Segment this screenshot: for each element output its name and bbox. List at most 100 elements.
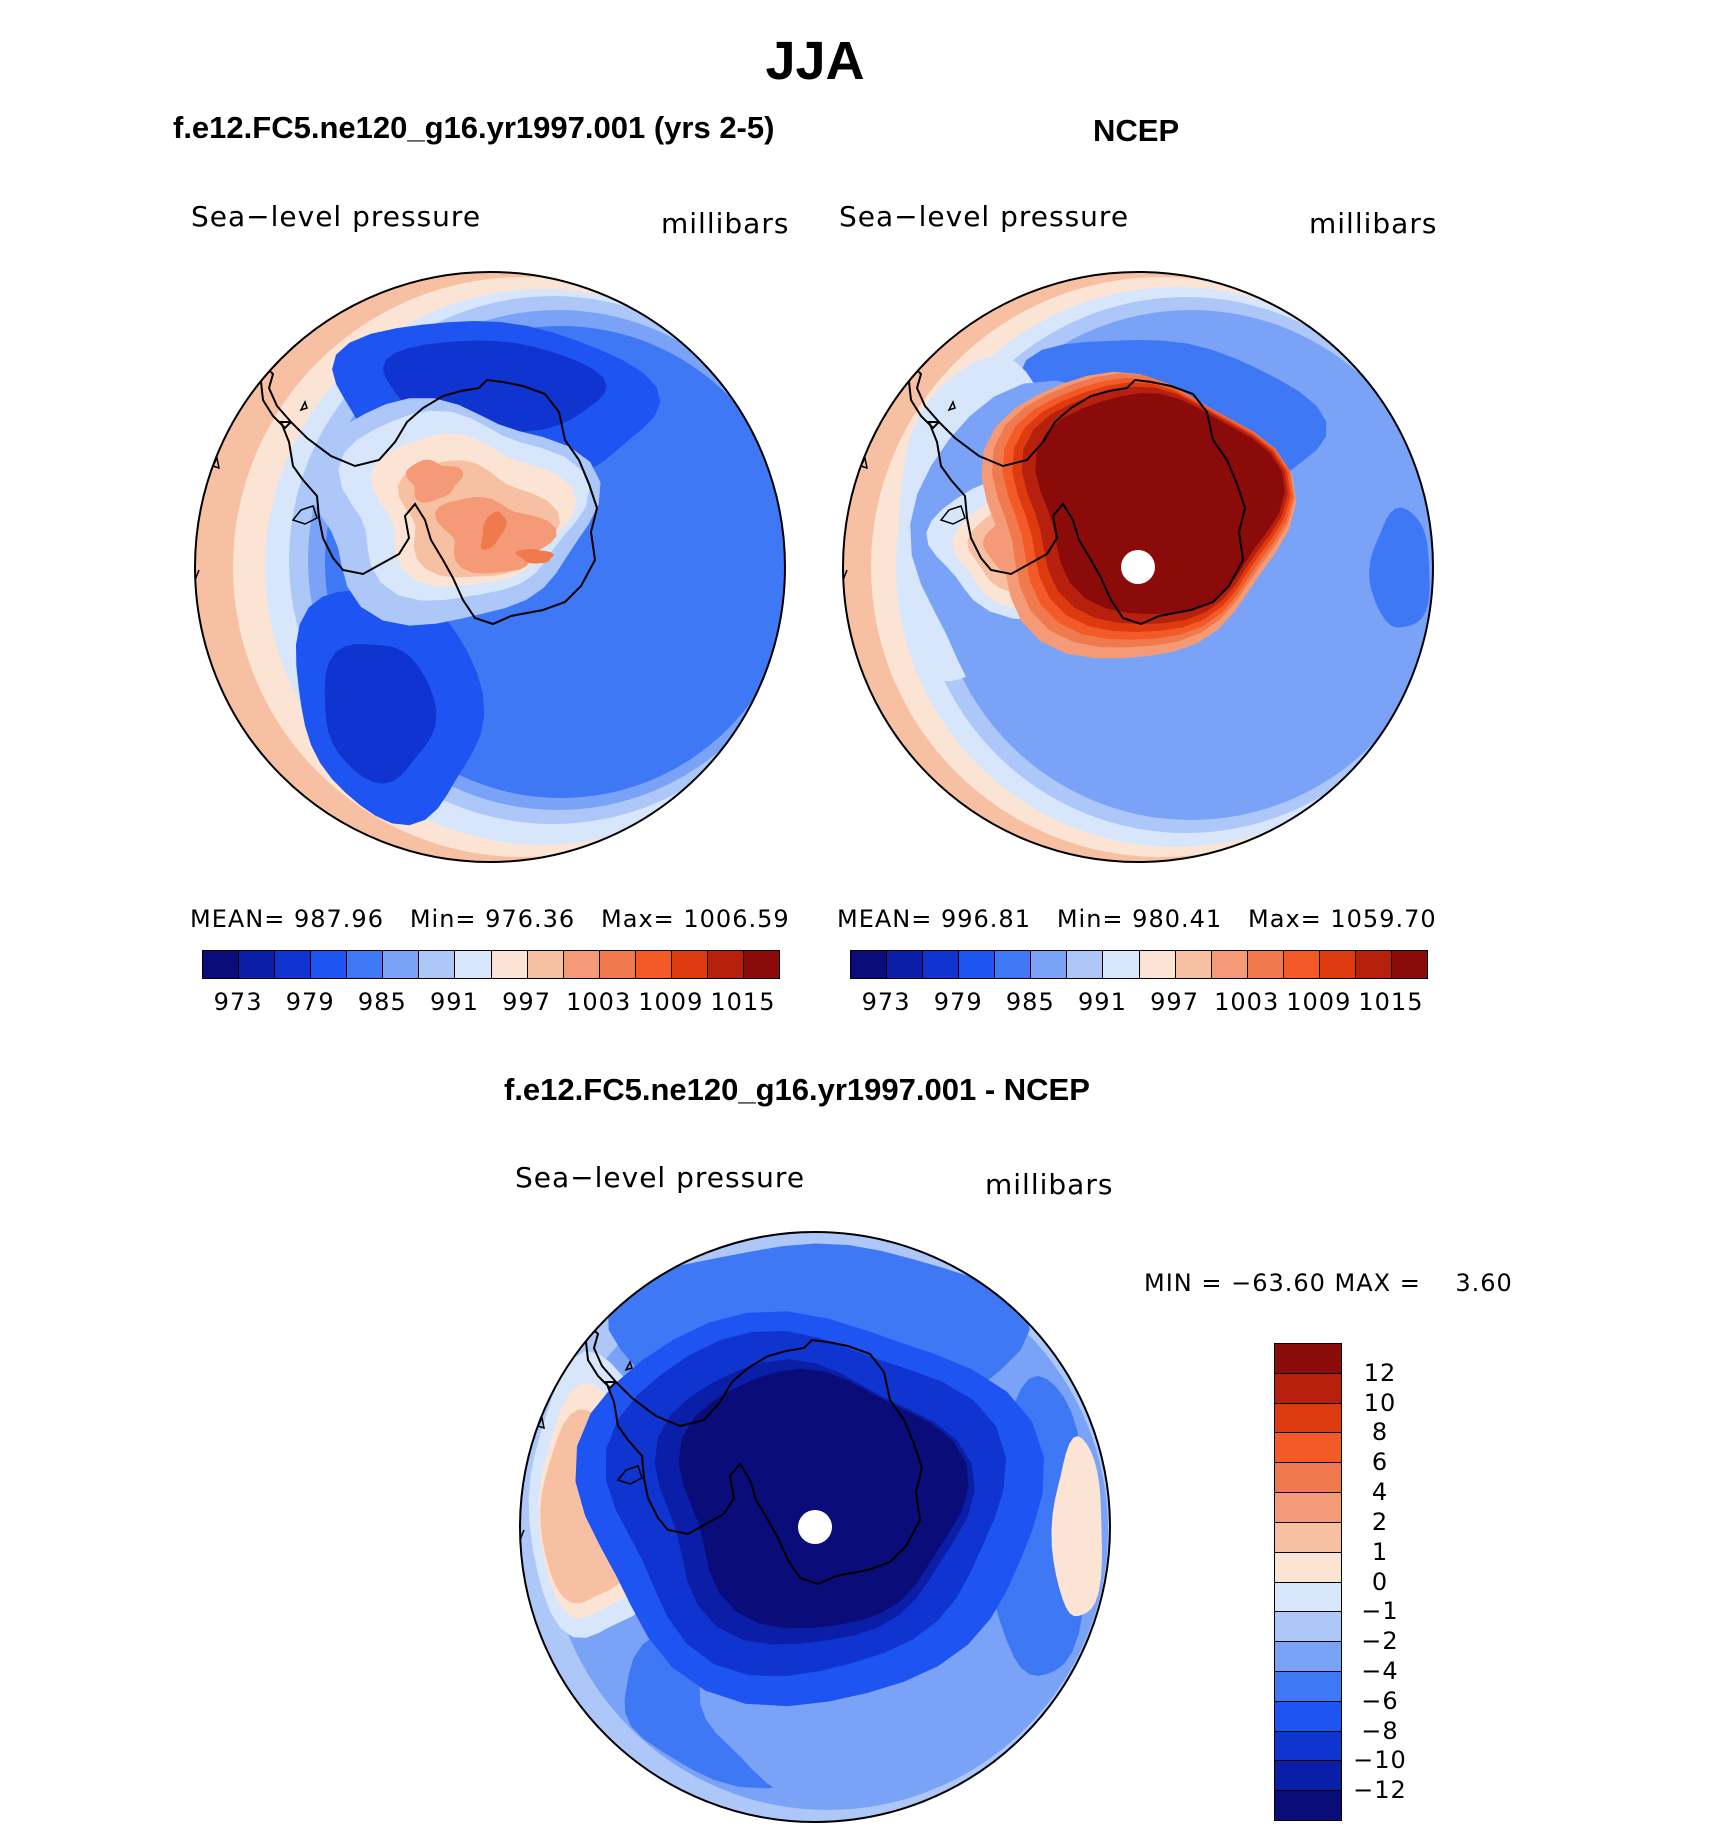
colorbar-tick-label: 991: [1078, 988, 1127, 1016]
colorbar-swatch: [1274, 1462, 1342, 1494]
panel3-pole-missing-data: [798, 1510, 832, 1544]
panel1-contour-band: [515, 549, 554, 564]
panel3-stats: MIN = −63.60 MAX = 3.60: [1144, 1269, 1513, 1297]
panel1-ronne-ice-shelf: [291, 505, 318, 525]
colorbar-swatch: [742, 950, 780, 979]
colorbar-swatch: [1274, 1760, 1342, 1792]
colorbar-swatch: [706, 950, 744, 979]
panel2-stats: MEAN= 996.81 Min= 980.41 Max= 1059.70: [837, 905, 1437, 933]
panel2-units-label: millibars: [1309, 207, 1438, 240]
colorbar-swatch: [1274, 1641, 1342, 1672]
colorbar-swatch: [1066, 950, 1104, 979]
colorbar-tick-label: 1015: [710, 988, 776, 1016]
colorbar-swatch: [1274, 1700, 1342, 1732]
colorbar-tick-label: 8: [1371, 1418, 1389, 1447]
panel3-colorbar-labels: 12 10 8 6 4 2 1 0 −1 −2 −4 −6 −8 −10 −12: [1350, 1343, 1410, 1820]
colorbar-swatch: [1274, 1343, 1342, 1374]
colorbar-swatch: [418, 950, 456, 979]
panel2-ronne-ice-shelf: [939, 505, 966, 525]
colorbar-tick-label: 979: [285, 988, 335, 1016]
colorbar-swatch: [922, 950, 960, 979]
panel1-subtitle: f.e12.FC5.ne120_g16.yr1997.001 (yrs 2-5): [173, 110, 775, 145]
colorbar-swatch: [1274, 1581, 1342, 1613]
panel2-pole-missing-data: [1121, 550, 1155, 584]
panel1-contour-band: [405, 459, 464, 503]
colorbar-swatch: [598, 950, 636, 979]
colorbar-tick-label: −2: [1361, 1627, 1399, 1656]
colorbar-swatch: [562, 950, 600, 979]
panel1-contour-band: [324, 644, 437, 784]
colorbar-tick-label: 1003: [1214, 988, 1280, 1016]
panel2-colorbar-labels: 973 979 985 991 997 1003 1009 1015: [850, 988, 1427, 1018]
colorbar-swatch: [1274, 1790, 1342, 1821]
colorbar-swatch: [886, 950, 924, 979]
colorbar-swatch: [1274, 1611, 1342, 1643]
colorbar-swatch: [1174, 950, 1212, 979]
panel3-contour-band: [678, 1368, 969, 1629]
panel3-polar-map: [519, 1231, 1111, 1823]
colorbar-tick-label: −6: [1361, 1686, 1399, 1715]
panel1-contour-band: [480, 511, 507, 550]
panel3-units-label: millibars: [985, 1168, 1114, 1201]
colorbar-tick-label: −10: [1353, 1746, 1407, 1775]
panel1-units-label: millibars: [661, 207, 790, 240]
colorbar-swatch: [382, 950, 420, 979]
colorbar-swatch: [1390, 950, 1428, 979]
colorbar-tick-label: −8: [1361, 1716, 1399, 1745]
colorbar-swatch: [1274, 1730, 1342, 1762]
colorbar-swatch: [958, 950, 996, 979]
colorbar-tick-label: 1015: [1358, 988, 1424, 1016]
panel3-antarctica-coastline: [604, 1338, 924, 1586]
colorbar-tick-label: 12: [1363, 1358, 1397, 1387]
colorbar-swatch: [1274, 1432, 1342, 1464]
panel1-map-border: [194, 271, 786, 863]
colorbar-swatch: [1274, 1372, 1342, 1404]
colorbar-swatch: [202, 950, 240, 979]
colorbar-swatch: [994, 950, 1032, 979]
colorbar-swatch: [1274, 1551, 1342, 1583]
colorbar-tick-label: 4: [1371, 1478, 1389, 1507]
colorbar-swatch: [634, 950, 672, 979]
colorbar-tick-label: 985: [1005, 988, 1055, 1016]
panel2-contour-layers: [843, 272, 1433, 862]
colorbar-swatch: [1274, 1670, 1342, 1702]
colorbar-swatch: [490, 950, 528, 979]
panel2-variable-label: Sea−level pressure: [839, 200, 1130, 233]
colorbar-swatch: [670, 950, 708, 979]
colorbar-tick-label: 10: [1363, 1388, 1397, 1417]
panel2-contour-band: [1369, 507, 1430, 628]
panel3-colorbar: [1274, 1343, 1342, 1821]
colorbar-swatch: [1354, 950, 1392, 979]
colorbar-swatch: [1274, 1402, 1342, 1434]
panel1-contour-layers: [195, 272, 785, 862]
colorbar-tick-label: 985: [357, 988, 407, 1016]
panel1-colorbar: [202, 950, 780, 979]
panel3-map-border: [519, 1231, 1111, 1823]
colorbar-tick-label: 997: [1150, 988, 1199, 1016]
colorbar-swatch: [1210, 950, 1248, 979]
colorbar-swatch: [346, 950, 384, 979]
panel2-contour-band: [1035, 393, 1285, 615]
colorbar-swatch: [1318, 950, 1356, 979]
colorbar-tick-label: −12: [1353, 1776, 1407, 1805]
colorbar-swatch: [526, 950, 564, 979]
panel2-antarctica-coastline: [927, 378, 1247, 626]
colorbar-swatch: [1282, 950, 1320, 979]
panel1-colorbar-labels: 973 979 985 991 997 1003 1009 1015: [202, 988, 779, 1018]
colorbar-tick-label: 6: [1371, 1448, 1389, 1477]
colorbar-swatch: [310, 950, 348, 979]
panel1-antarctica-coastline: [279, 378, 599, 626]
panel3-ronne-ice-shelf: [616, 1465, 643, 1485]
panel2-colorbar: [850, 950, 1428, 979]
colorbar-swatch: [1246, 950, 1284, 979]
colorbar-swatch: [274, 950, 312, 979]
panel2-polar-map: [842, 271, 1434, 863]
panel3-contour-band: [1051, 1436, 1102, 1617]
panel2-subtitle: NCEP: [1093, 113, 1180, 148]
colorbar-swatch: [454, 950, 492, 979]
figure-title: JJA: [765, 31, 865, 91]
colorbar-swatch: [1102, 950, 1140, 979]
panel1-variable-label: Sea−level pressure: [191, 200, 482, 233]
colorbar-swatch: [1274, 1521, 1342, 1553]
panel1-stats: MEAN= 987.96 Min= 976.36 Max= 1006.59: [190, 905, 790, 933]
